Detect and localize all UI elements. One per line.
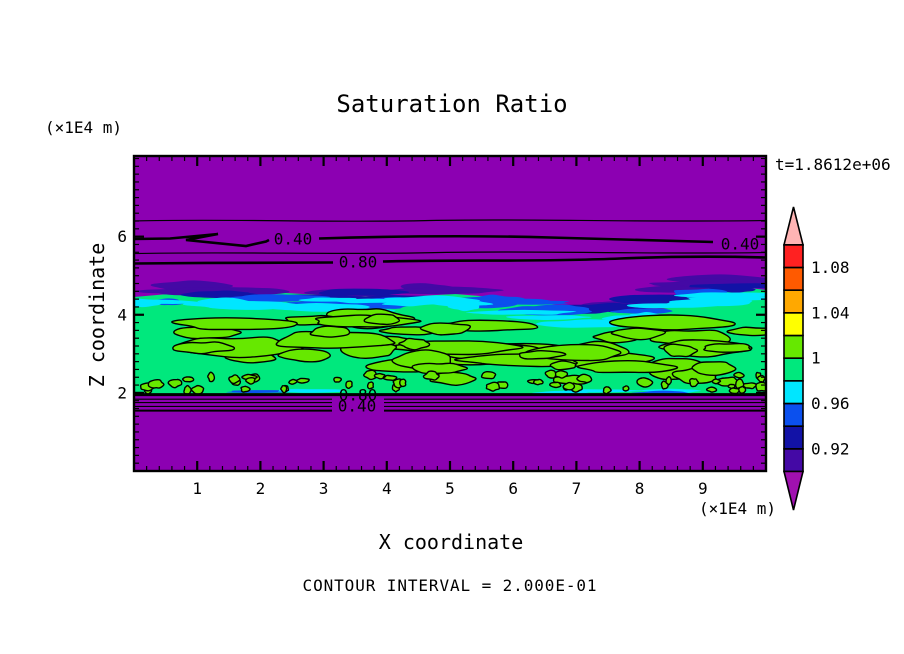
x-units-label: (×1E4 m)	[699, 499, 776, 518]
contour-lines	[134, 219, 766, 412]
colorbar-segment	[783, 448, 804, 473]
x-tick-label: 6	[508, 479, 518, 498]
contour-line-labels: 0.40 0.400.800.800.40	[270, 230, 763, 416]
colorbar-tick-label: 1.04	[811, 303, 850, 322]
contour-value-label: 0.40	[338, 397, 377, 416]
colorbar-segment	[783, 289, 804, 314]
y-tick-label: 4	[117, 305, 127, 324]
x-tick-label: 8	[635, 479, 645, 498]
colorbar-over-arrow	[782, 206, 805, 246]
transition-streaks	[134, 274, 766, 396]
colorbar-segment	[783, 425, 804, 450]
contour-value-label: 0.80	[339, 253, 378, 272]
x-axis-label: X coordinate	[379, 530, 524, 554]
x-tick-label: 1	[192, 479, 202, 498]
colorbar-segment	[783, 266, 804, 291]
colorbar-segment	[783, 334, 804, 359]
time-annotation: t=1.8612e+06	[775, 155, 891, 174]
colorbar-tick-label: 1	[811, 349, 821, 368]
colorbar-segment	[783, 312, 804, 337]
colorbar-tick-label: 1.08	[811, 258, 850, 277]
x-tick-label: 2	[256, 479, 266, 498]
x-tick-label: 3	[319, 479, 329, 498]
contour-value-label: 0.40	[721, 235, 760, 254]
colorbar-tick-label: 0.96	[811, 394, 850, 413]
colorbar-segment	[783, 244, 804, 269]
saturation-blobs	[139, 308, 766, 395]
x-tick-label: 5	[445, 479, 455, 498]
colorbar-segment	[783, 357, 804, 382]
plot-title: Saturation Ratio	[336, 90, 567, 118]
y-tick-label: 6	[117, 227, 127, 246]
colorbar-segment	[783, 402, 804, 427]
x-tick-label: 9	[698, 479, 708, 498]
colorbar: 1.08 1.04 1 0.96 0.92	[782, 206, 850, 511]
contour-interval-label: CONTOUR INTERVAL = 2.000E-01	[303, 576, 598, 595]
x-tick-label: 4	[382, 479, 392, 498]
axis-tick-labels: 1 2 3 4 5 6 7 8 9 2 4 6	[117, 227, 707, 498]
colorbar-under-arrow	[782, 470, 805, 511]
contour-value-label: 0.80	[339, 386, 378, 405]
contour-field	[134, 156, 766, 471]
y-tick-label: 2	[117, 383, 127, 402]
colorbar-segment	[783, 380, 804, 405]
axis-ticks	[133, 156, 767, 472]
contour-value-label: 0.40	[274, 230, 313, 249]
z-axis-label: Z coordinate	[85, 243, 109, 388]
x-tick-label: 7	[572, 479, 582, 498]
colorbar-tick-label: 0.92	[811, 439, 850, 458]
y-units-label: (×1E4 m)	[45, 118, 122, 137]
